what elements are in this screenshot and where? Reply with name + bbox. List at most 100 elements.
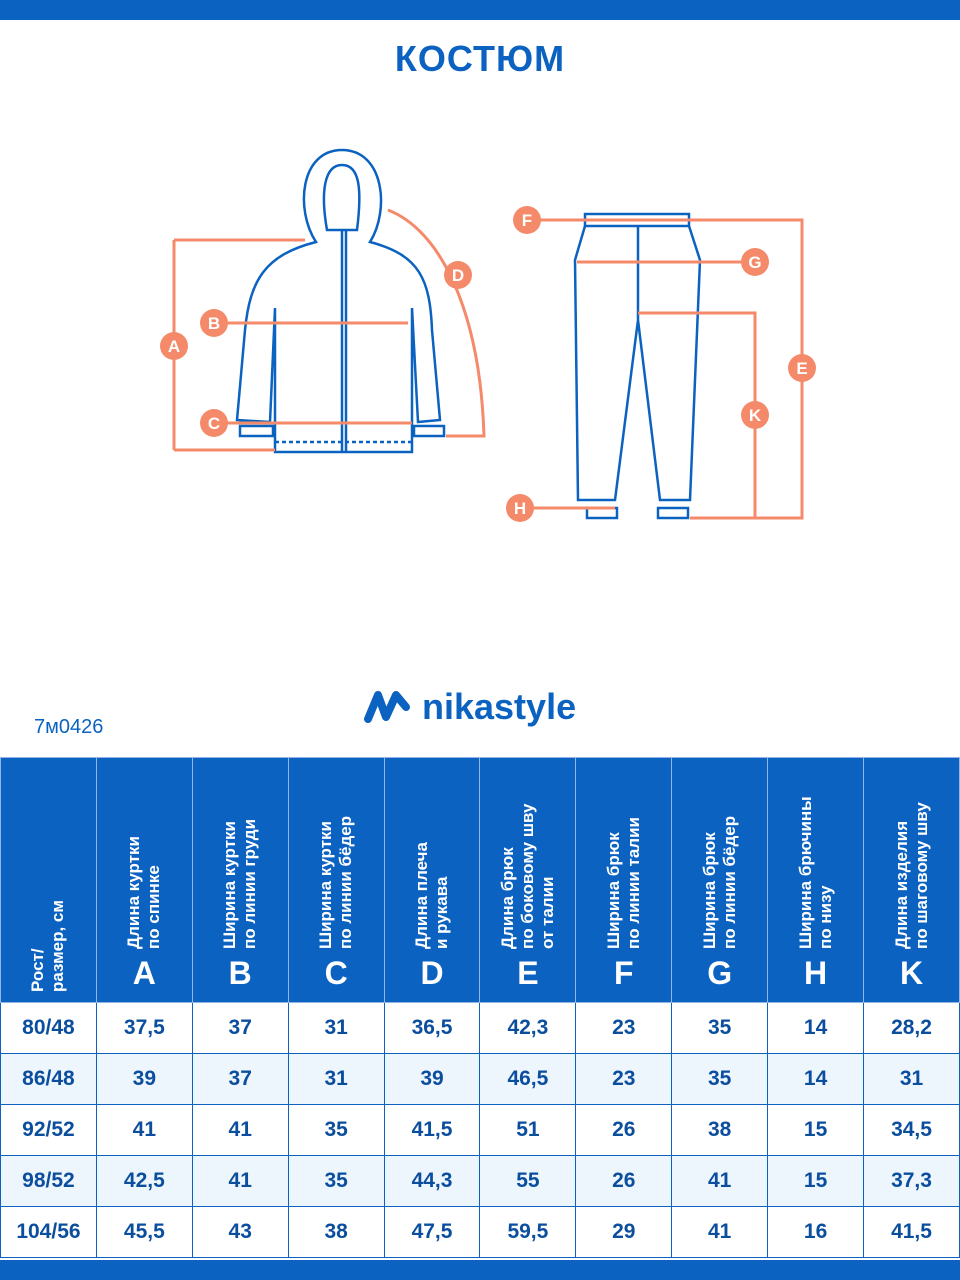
size-cell: 98/52 <box>0 1155 97 1207</box>
value-cell: 15 <box>767 1104 865 1156</box>
column-header-text: Длина плеча и рукава <box>412 841 451 949</box>
value-cell: 51 <box>479 1104 577 1156</box>
jacket-drawing <box>235 148 446 454</box>
table-row: 92/52 41 41 35 41,5 51 26 38 15 34,5 <box>0 1104 960 1156</box>
value-cell: 43 <box>191 1206 289 1258</box>
value-cell: 23 <box>575 1053 673 1105</box>
size-cell: 80/48 <box>0 1002 97 1054</box>
svg-text:H: H <box>514 499 526 518</box>
table-row: 98/52 42,5 41 35 44,3 55 26 41 15 37,3 <box>0 1155 960 1207</box>
svg-text:B: B <box>208 314 220 333</box>
value-cell: 45,5 <box>95 1206 193 1258</box>
top-bar <box>0 0 960 20</box>
column-header-text: Ширина брюк по линии талии <box>603 817 643 949</box>
column-header-text: Рост/ размер, см <box>28 900 68 992</box>
value-cell: 15 <box>767 1155 865 1207</box>
value-cell: 38 <box>671 1104 769 1156</box>
column-header: Длина плеча и рукава D <box>383 757 481 1003</box>
svg-text:C: C <box>208 414 220 433</box>
column-header-text: Длина изделия по шаговому шву <box>891 802 931 949</box>
value-cell: 36,5 <box>383 1002 481 1054</box>
article-number: 7м0426 <box>34 716 104 738</box>
value-cell: 39 <box>383 1053 481 1105</box>
marker-h: H <box>506 494 534 522</box>
column-header: Длина брюк по боковому шву от талии E <box>479 757 577 1003</box>
value-cell: 31 <box>287 1053 385 1105</box>
column-header-text: Длина куртки по спинке <box>124 836 164 949</box>
column-header: Ширина брюк по линии талии F <box>575 757 673 1003</box>
marker-g: G <box>741 248 769 276</box>
value-cell: 23 <box>575 1002 673 1054</box>
garment-diagram: A B C D F G E K H <box>160 148 816 522</box>
value-cell: 31 <box>287 1002 385 1054</box>
column-letter: D <box>420 955 444 991</box>
column-header: Ширина куртки по линии груди B <box>191 757 289 1003</box>
table-row: 104/56 45,5 43 38 47,5 59,5 29 41 16 41,5 <box>0 1206 960 1258</box>
brand-name: nikastyle <box>422 686 577 727</box>
value-cell: 28,2 <box>863 1002 960 1054</box>
value-cell: 35 <box>671 1053 769 1105</box>
value-cell: 41,5 <box>863 1206 960 1258</box>
value-cell: 42,5 <box>95 1155 193 1207</box>
value-cell: 14 <box>767 1002 865 1054</box>
column-header-text: Ширина брючины по низу <box>795 796 835 949</box>
svg-text:F: F <box>522 211 532 230</box>
column-letter: E <box>517 955 539 991</box>
marker-d: D <box>444 261 472 289</box>
column-header-text: Ширина брюк по линии бёдер <box>699 815 739 949</box>
table-header-row: Рост/ размер, см Длина куртки по спинке A Ш… <box>0 757 960 1003</box>
column-header: Длина изделия по шаговому шву K <box>863 757 960 1003</box>
svg-text:K: K <box>749 406 762 425</box>
table-row: 80/48 37,5 37 31 36,5 42,3 23 35 14 28,2 <box>0 1002 960 1054</box>
value-cell: 14 <box>767 1053 865 1105</box>
value-cell: 41,5 <box>383 1104 481 1156</box>
value-cell: 44,3 <box>383 1155 481 1207</box>
value-cell: 26 <box>575 1104 673 1156</box>
value-cell: 39 <box>95 1053 193 1105</box>
column-letter: B <box>228 955 252 991</box>
marker-b: B <box>200 309 228 337</box>
page-title: КОСТЮМ <box>394 38 566 79</box>
column-header: Ширина брюк по линии бёдер G <box>671 757 769 1003</box>
value-cell: 41 <box>671 1206 769 1258</box>
column-letter: F <box>614 955 634 991</box>
size-cell: 104/56 <box>0 1206 97 1258</box>
marker-a: A <box>160 332 188 360</box>
column-letter: K <box>899 955 924 991</box>
value-cell: 41 <box>191 1104 289 1156</box>
column-header-text: Длина брюк по боковому шву от талии <box>497 803 557 950</box>
value-cell: 16 <box>767 1206 865 1258</box>
measure-lines <box>172 208 804 520</box>
value-cell: 59,5 <box>479 1206 577 1258</box>
size-cell: 86/48 <box>0 1053 97 1105</box>
bottom-bar <box>0 1260 960 1280</box>
column-header-text: Ширина куртки по линии бёдер <box>316 815 356 949</box>
column-letter: A <box>132 955 156 991</box>
value-cell: 37 <box>191 1053 289 1105</box>
brand-logo-icon <box>364 691 410 723</box>
column-letter: G <box>707 955 733 991</box>
column-header: Ширина брючины по низу H <box>767 757 865 1003</box>
pants-drawing <box>573 212 702 520</box>
marker-f: F <box>513 206 541 234</box>
value-cell: 42,3 <box>479 1002 577 1054</box>
value-cell: 35 <box>287 1155 385 1207</box>
marker-c: C <box>200 409 228 437</box>
value-cell: 37,5 <box>95 1002 193 1054</box>
value-cell: 29 <box>575 1206 673 1258</box>
brand-logo: nikastyle <box>364 686 576 728</box>
column-header: Ширина куртки по линии бёдер C <box>287 757 385 1003</box>
svg-text:D: D <box>452 266 464 285</box>
value-cell: 46,5 <box>479 1053 577 1105</box>
column-header-text: Ширина куртки по линии груди <box>220 818 260 949</box>
column-letter: H <box>804 955 828 991</box>
value-cell: 26 <box>575 1155 673 1207</box>
column-letter: C <box>324 955 348 991</box>
svg-text:G: G <box>748 253 761 272</box>
marker-e: E <box>788 354 816 382</box>
column-header: Рост/ размер, см <box>0 757 97 1003</box>
value-cell: 34,5 <box>863 1104 960 1156</box>
value-cell: 37,3 <box>863 1155 960 1207</box>
marker-k: K <box>741 401 769 429</box>
value-cell: 35 <box>287 1104 385 1156</box>
